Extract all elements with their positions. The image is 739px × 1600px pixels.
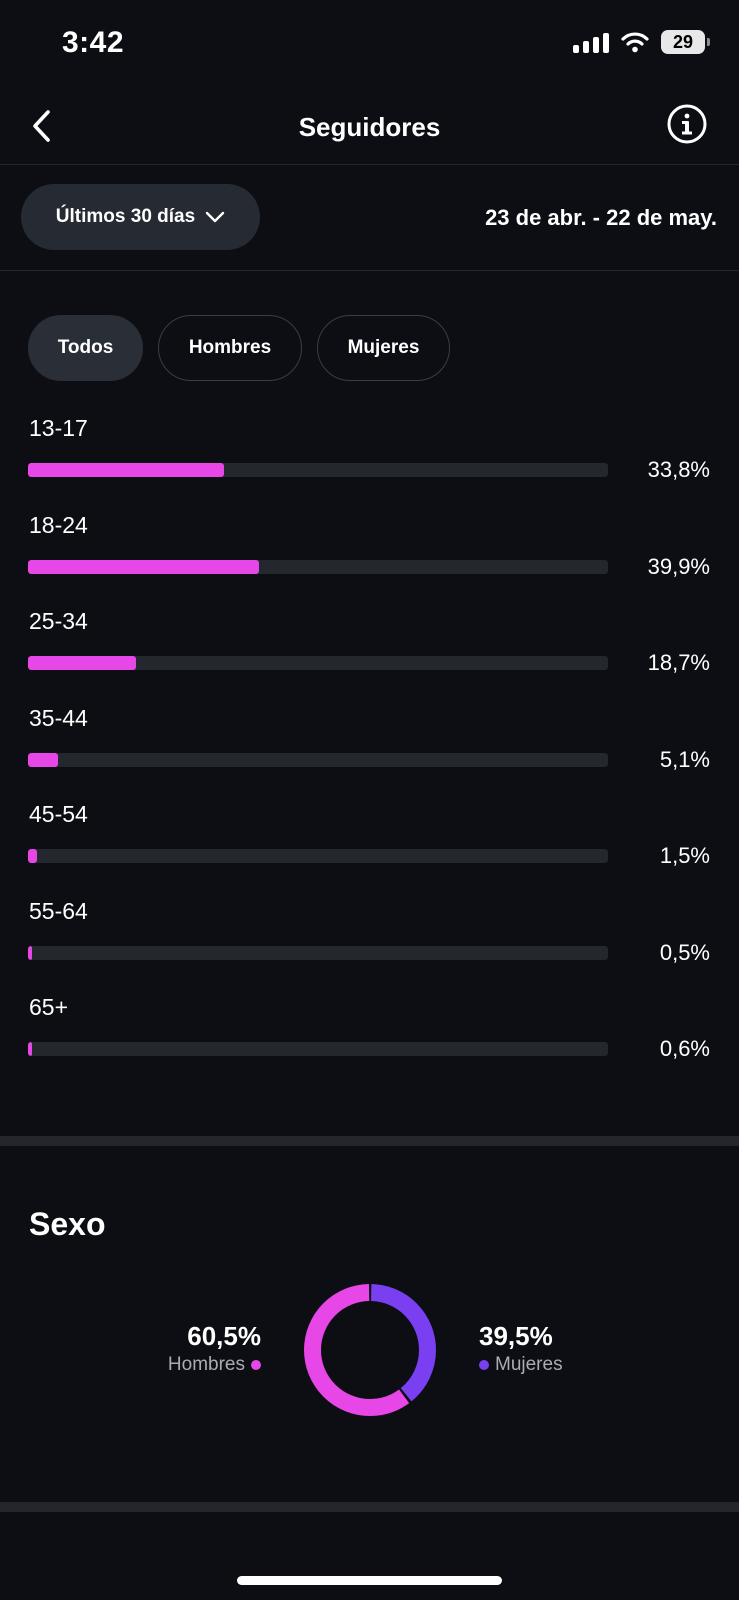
- section-divider: [0, 1136, 739, 1146]
- age-bar-track: [28, 559, 608, 574]
- age-bar: [28, 1042, 33, 1056]
- age-row: 18-24 39,9%: [28, 512, 712, 609]
- status-icons: 29: [573, 30, 710, 54]
- filter-row: Últimos 30 días 23 de abr. - 22 de may.: [0, 165, 739, 271]
- gender-tabs: Todos Hombres Mujeres: [28, 315, 450, 381]
- age-row: 45-54 1,5%: [28, 801, 712, 898]
- age-bar: [28, 945, 33, 960]
- status-time: 3:42: [62, 26, 125, 59]
- age-row: 65+ 0,6%: [28, 994, 712, 1091]
- age-row: 25-34 18,7%: [28, 608, 712, 705]
- age-bar: [28, 849, 37, 863]
- sex-section-title: Sexo: [29, 1206, 106, 1242]
- age-value: 5,1%: [659, 746, 710, 772]
- men-legend: Hombres: [168, 1354, 261, 1376]
- age-value: 0,5%: [659, 939, 710, 965]
- men-legend-label: Hombres: [167, 1354, 245, 1375]
- age-bar: [28, 752, 58, 767]
- women-percent: 39,5%: [479, 1321, 553, 1351]
- age-value: 33,8%: [647, 457, 710, 482]
- chevron-down-icon: [205, 211, 225, 223]
- date-range-dropdown[interactable]: Últimos 30 días: [21, 184, 260, 250]
- info-icon: [667, 104, 707, 144]
- age-bar-track: [28, 752, 608, 767]
- signal-icon: [573, 31, 609, 53]
- age-value: 0,6%: [659, 1036, 710, 1061]
- age-bar-track: [28, 945, 608, 960]
- age-value: 18,7%: [647, 650, 710, 675]
- info-button[interactable]: [665, 102, 709, 146]
- tab-hombres[interactable]: Hombres: [158, 315, 302, 381]
- back-button[interactable]: [20, 104, 64, 148]
- age-value: 39,9%: [647, 553, 710, 579]
- header: Seguidores: [0, 90, 739, 165]
- age-bar-track: [28, 1042, 608, 1056]
- page-title: Seguidores: [298, 112, 441, 142]
- age-bar: [28, 656, 137, 670]
- women-stat: 39,5% Mujeres: [479, 1321, 563, 1376]
- age-bar: [28, 559, 260, 574]
- women-legend: Mujeres: [479, 1354, 563, 1376]
- tab-todos[interactable]: Todos: [28, 315, 143, 381]
- home-indicator[interactable]: [237, 1576, 502, 1585]
- status-bar: 3:42 29: [0, 0, 739, 90]
- donut-slice-mujeres: [304, 1284, 436, 1416]
- age-row: 35-44 5,1%: [28, 705, 712, 802]
- battery-level: 29: [672, 31, 694, 52]
- age-bar-chart: 13-17 33,8% 18-24 39,9% 25-34 18,7% 35-4…: [28, 415, 712, 1091]
- age-label: 65+: [29, 994, 69, 1020]
- age-bar-track: [28, 849, 608, 863]
- women-legend-label: Mujeres: [495, 1354, 563, 1375]
- age-bar-track: [28, 463, 608, 477]
- age-label: 25-34: [29, 608, 88, 634]
- age-value: 1,5%: [659, 843, 710, 868]
- section-divider: [0, 1502, 739, 1512]
- tab-mujeres[interactable]: Mujeres: [317, 315, 450, 381]
- age-label: 55-64: [29, 897, 88, 924]
- wifi-icon: [621, 31, 649, 53]
- date-range-text: 23 de abr. - 22 de may.: [485, 205, 717, 230]
- date-range-dropdown-label: Últimos 30 días: [55, 206, 196, 227]
- chevron-left-icon: [33, 110, 50, 142]
- age-label: 45-54: [29, 801, 88, 827]
- men-dot-icon: [251, 1360, 261, 1370]
- age-row: 13-17 33,8%: [28, 415, 712, 512]
- donut-slice-hombres: [304, 1284, 436, 1416]
- age-label: 18-24: [29, 511, 88, 538]
- sex-donut-chart: [304, 1284, 436, 1416]
- age-label: 35-44: [29, 704, 88, 731]
- age-label: 13-17: [29, 415, 88, 441]
- age-bar: [28, 463, 225, 477]
- battery-icon: 29: [661, 30, 710, 54]
- age-row: 55-64 0,5%: [28, 898, 712, 995]
- women-dot-icon: [479, 1360, 489, 1370]
- men-percent: 60,5%: [187, 1321, 261, 1351]
- age-bar-track: [28, 656, 608, 670]
- men-stat: 60,5% Hombres: [168, 1321, 261, 1376]
